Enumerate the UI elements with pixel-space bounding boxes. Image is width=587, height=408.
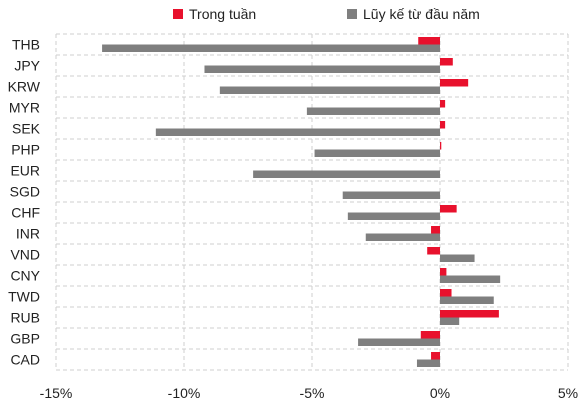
x-tick-label: -5% bbox=[300, 385, 325, 401]
bar-ytd-inr bbox=[365, 233, 440, 241]
category-label-inr: INR bbox=[16, 226, 40, 242]
bar-ytd-chf bbox=[347, 212, 440, 220]
bar-weekly-chf bbox=[440, 205, 457, 213]
legend-swatch-ytd bbox=[347, 9, 357, 19]
category-label-sgd: SGD bbox=[10, 184, 40, 200]
legend-swatch-weekly bbox=[173, 9, 183, 19]
category-label-myr: MYR bbox=[9, 100, 40, 116]
bar-ytd-cad bbox=[416, 359, 440, 367]
bar-weekly-rub bbox=[440, 310, 499, 318]
bar-weekly-myr bbox=[440, 100, 446, 108]
x-tick-label: 5% bbox=[558, 385, 578, 401]
bar-ytd-eur bbox=[253, 170, 440, 178]
bar-weekly-thb bbox=[418, 37, 440, 45]
legend-label-ytd: Lũy kế từ đầu năm bbox=[363, 6, 480, 22]
category-label-gbp: GBP bbox=[10, 331, 40, 347]
bar-ytd-php bbox=[314, 149, 440, 157]
x-tick-label: -15% bbox=[40, 385, 73, 401]
bar-weekly-twd bbox=[440, 289, 452, 297]
category-label-krw: KRW bbox=[8, 79, 41, 95]
bar-weekly-jpy bbox=[440, 58, 453, 66]
bar-weekly-inr bbox=[431, 226, 440, 234]
category-label-twd: TWD bbox=[8, 289, 40, 305]
category-label-thb: THB bbox=[12, 37, 40, 53]
bar-weekly-vnd bbox=[427, 247, 440, 255]
bar-weekly-gbp bbox=[420, 331, 440, 339]
bar-ytd-gbp bbox=[358, 338, 440, 346]
category-label-chf: CHF bbox=[11, 205, 40, 221]
bar-ytd-myr bbox=[306, 107, 440, 115]
bar-ytd-twd bbox=[440, 296, 494, 304]
legend-label-weekly: Trong tuần bbox=[189, 6, 257, 22]
x-tick-label: -10% bbox=[168, 385, 201, 401]
category-label-php: PHP bbox=[11, 142, 40, 158]
bar-weekly-php bbox=[440, 142, 442, 150]
bar-weekly-sek bbox=[440, 121, 446, 129]
category-label-vnd: VND bbox=[10, 247, 40, 263]
bar-ytd-rub bbox=[440, 317, 460, 325]
bar-ytd-cny bbox=[440, 275, 501, 283]
chart-legend: Trong tuần Lũy kế từ đầu năm bbox=[0, 6, 587, 26]
x-tick-label: 0% bbox=[430, 385, 450, 401]
category-label-eur: EUR bbox=[10, 163, 40, 179]
legend-item-ytd: Lũy kế từ đầu năm bbox=[347, 6, 480, 22]
bar-weekly-cad bbox=[431, 352, 440, 360]
bar-ytd-sek bbox=[155, 128, 440, 136]
bar-weekly-krw bbox=[440, 79, 469, 87]
bar-ytd-krw bbox=[219, 86, 440, 94]
category-label-sek: SEK bbox=[12, 121, 41, 137]
bar-ytd-jpy bbox=[204, 65, 440, 73]
category-label-jpy: JPY bbox=[14, 58, 40, 74]
category-label-rub: RUB bbox=[10, 310, 40, 326]
bar-ytd-vnd bbox=[440, 254, 475, 262]
bar-ytd-thb bbox=[102, 44, 440, 52]
category-label-cad: CAD bbox=[10, 352, 40, 368]
bar-weekly-cny bbox=[440, 268, 447, 276]
bar-ytd-sgd bbox=[342, 191, 440, 199]
category-label-cny: CNY bbox=[10, 268, 40, 284]
legend-item-weekly: Trong tuần bbox=[173, 6, 256, 22]
